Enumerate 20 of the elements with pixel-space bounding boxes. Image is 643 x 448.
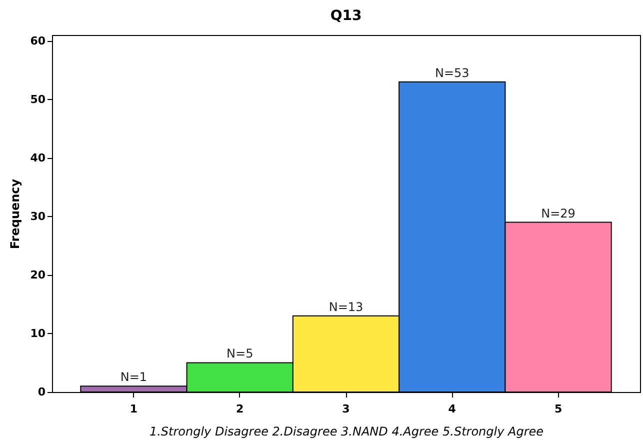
x-tick-label: 1	[130, 402, 138, 416]
y-tick-label: 40	[30, 151, 46, 164]
y-tick-label: 60	[30, 34, 46, 48]
x-tick-label: 5	[554, 402, 562, 416]
x-tick-label: 3	[342, 402, 350, 416]
data-label: N=1	[120, 370, 148, 384]
y-tick-label: 30	[30, 210, 46, 223]
y-tick-label: 50	[30, 92, 46, 106]
x-tick-label: 4	[448, 402, 456, 416]
data-label: N=5	[226, 346, 254, 361]
y-tick-label: 10	[30, 326, 46, 340]
y-tick-label: 20	[30, 268, 46, 282]
data-label: N=53	[434, 66, 470, 80]
y-axis-title: Frequency	[8, 178, 22, 250]
y-tick-label: 0	[38, 386, 46, 398]
chart-title: Q13	[330, 8, 362, 24]
x-axis-title: 1.Strongly Disagree 2.Disagree 3.NAND 4.Agree 5.Strongly Agree	[149, 424, 544, 438]
x-tick-label: 2	[236, 402, 244, 416]
data-label: N=29	[541, 206, 576, 220]
data-label: N=13	[328, 300, 364, 314]
